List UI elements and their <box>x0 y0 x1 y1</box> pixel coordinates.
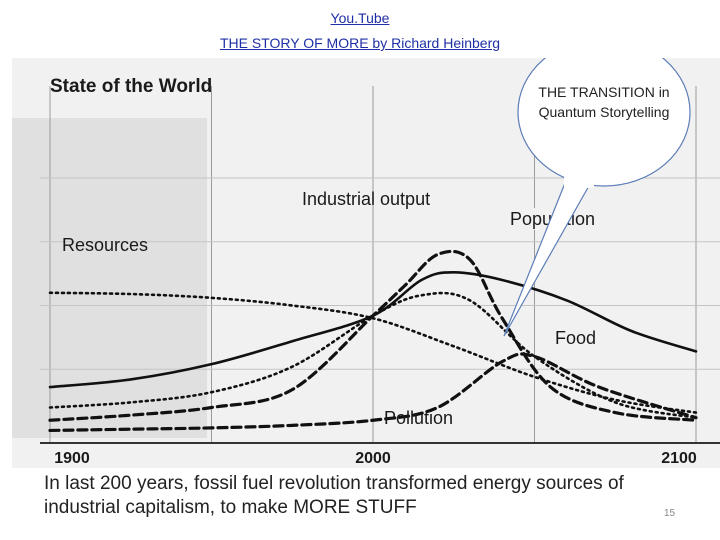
x-tick-label: 1900 <box>54 450 90 467</box>
callout-bubble <box>517 58 691 187</box>
page-number: 15 <box>664 508 676 519</box>
series-line-food <box>48 291 698 419</box>
chart-shaded-region <box>12 118 207 438</box>
x-tick-labels: 1900 2000 2100 <box>54 450 697 467</box>
series-label-resources: Resources <box>62 235 148 255</box>
chart-svg: State of the World ResourcesPopulationIn… <box>12 58 720 468</box>
label-bg <box>553 327 601 349</box>
state-of-world-chart: State of the World ResourcesPopulationIn… <box>12 58 720 468</box>
x-tick-label: 2000 <box>355 450 391 467</box>
chart-title: State of the World <box>50 76 212 97</box>
series-label-industrial-output: Industrial output <box>302 189 430 209</box>
series-line-population <box>48 271 698 389</box>
series-line-resources <box>48 291 698 414</box>
callout-pointer <box>503 177 591 337</box>
series-label-pollution: Pollution <box>384 408 453 428</box>
x-tick-label: 2100 <box>661 450 697 467</box>
slide-caption: In last 200 years, fossil fuel revolutio… <box>44 473 624 518</box>
callout-joint <box>564 174 594 188</box>
story-of-more-link[interactable]: THE STORY OF MORE by Richard Heinberg <box>219 35 501 51</box>
youtube-link[interactable]: You.Tube <box>330 10 390 26</box>
callout-text: THE TRANSITION in Quantum Storytelling <box>538 84 670 120</box>
series-label-food: Food <box>555 328 596 348</box>
series-group <box>48 249 698 433</box>
series-line-pollution <box>48 352 698 433</box>
